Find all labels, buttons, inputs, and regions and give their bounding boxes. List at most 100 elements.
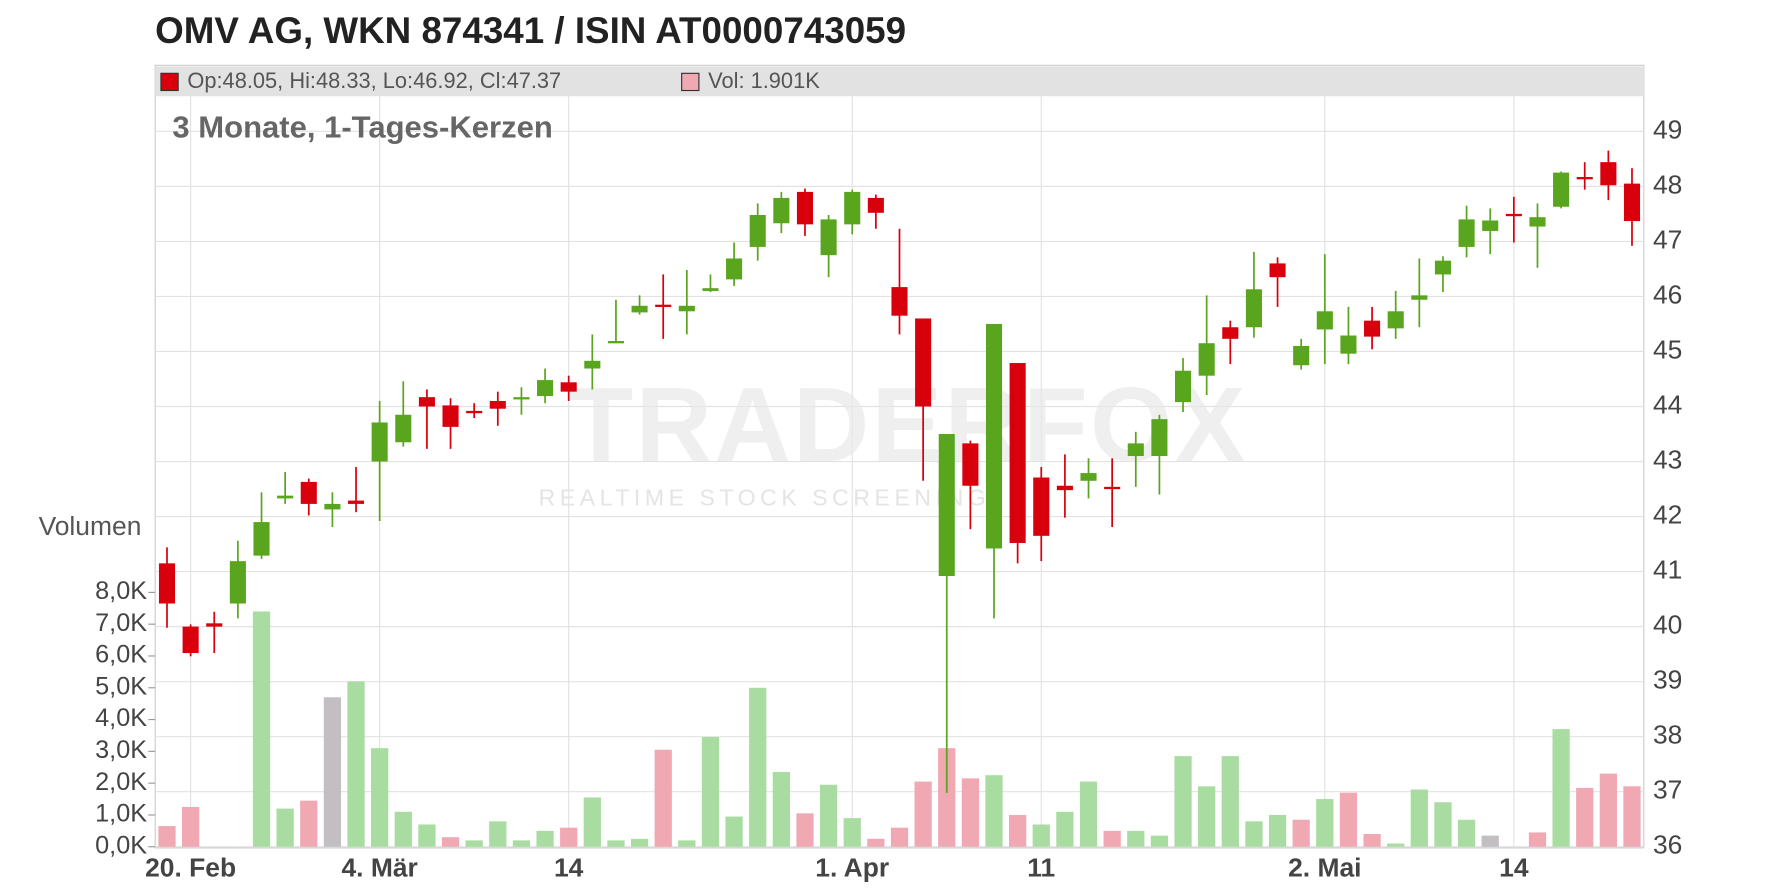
volume-bar — [276, 808, 294, 847]
legend-swatch — [160, 72, 179, 92]
candle-body — [1033, 477, 1050, 536]
volume-bar — [1457, 819, 1476, 847]
volume-bar — [914, 781, 932, 847]
candle-body — [1623, 183, 1641, 222]
volume-bar — [1623, 786, 1641, 847]
candle-body — [1174, 370, 1192, 403]
y-tick-label: 40 — [1653, 610, 1682, 640]
candle-body — [938, 434, 955, 576]
volume-bar — [1599, 773, 1617, 847]
volume-layer — [158, 611, 1641, 847]
volume-bar — [938, 748, 956, 847]
volume-bar — [961, 778, 980, 847]
volume-bar — [347, 681, 365, 847]
volume-bar — [1292, 819, 1310, 847]
candle-body — [1387, 311, 1404, 329]
volume-bar — [182, 807, 200, 847]
volume-bar — [1481, 835, 1499, 847]
candle-body — [1080, 473, 1097, 481]
y2-tick-label: 2,0K — [95, 768, 147, 796]
volume-bar — [536, 830, 554, 847]
volume-bar — [1174, 756, 1192, 847]
volume-bar — [630, 838, 649, 847]
volume-bar — [1127, 830, 1145, 847]
candle-body — [1600, 162, 1617, 186]
volume-bar — [252, 611, 271, 847]
volume-bar — [607, 840, 625, 847]
candle-body — [773, 197, 790, 224]
volume-axis-label: Volumen — [39, 511, 142, 541]
candle-body — [1458, 219, 1475, 247]
candle-body — [1316, 311, 1333, 330]
x-tick-label: 14 — [1499, 853, 1529, 883]
candle-body — [395, 414, 412, 443]
volume-bar — [1387, 843, 1405, 847]
x-tick-label: 14 — [554, 853, 584, 883]
volume-bar — [489, 821, 507, 847]
volume-bar — [158, 826, 176, 847]
candle-body — [347, 500, 365, 504]
volume-bar — [1576, 787, 1594, 847]
candle-body — [1505, 213, 1522, 217]
y-tick-label: 41 — [1653, 555, 1682, 585]
candle-body — [1127, 443, 1144, 457]
candle-body — [915, 318, 932, 407]
volume-bar — [1268, 814, 1287, 847]
candle-body — [584, 360, 601, 369]
volume-bar — [725, 816, 743, 847]
y2-tick-label: 5,0K — [95, 672, 147, 700]
candle-body — [418, 397, 435, 407]
volume-bar — [1198, 786, 1216, 847]
y-tick-label: 44 — [1653, 389, 1682, 419]
candle-body — [253, 522, 270, 556]
candle-body — [749, 214, 766, 247]
x-tick-label: 2. Mai — [1288, 853, 1361, 883]
volume-bar — [371, 748, 389, 847]
y-tick-label: 43 — [1653, 445, 1682, 475]
volume-bar — [749, 687, 767, 847]
candle-body — [1151, 419, 1168, 457]
candle-body — [1293, 345, 1310, 366]
y-tick-label: 39 — [1653, 665, 1682, 695]
candle-body — [1009, 363, 1026, 543]
volume-bar — [1056, 811, 1074, 847]
y2-tick-label: 0,0K — [95, 831, 147, 859]
volume-bar — [772, 772, 790, 847]
volume-bar — [1103, 830, 1121, 847]
candle-body — [206, 623, 223, 627]
candle-body — [1340, 335, 1357, 354]
legend-ohlc: Op:48.05, Hi:48.33, Lo:46.92, Cl:47.37 — [187, 68, 561, 93]
candle-body — [1198, 343, 1215, 376]
candle-body — [702, 288, 719, 291]
y-tick-label: 37 — [1653, 775, 1682, 805]
volume-bar — [1410, 789, 1428, 847]
candle-body — [844, 191, 861, 225]
legend-swatch — [681, 72, 700, 92]
candle-body — [1104, 486, 1121, 490]
volume-bar — [796, 813, 814, 847]
candle-body — [1576, 177, 1593, 180]
chart-subtitle: 3 Monate, 1-Tages-Kerzen — [172, 110, 552, 145]
candle-body — [820, 219, 837, 256]
y2-tick-label: 1,0K — [95, 800, 147, 828]
candle-body — [371, 422, 388, 462]
volume-bar — [654, 749, 672, 847]
candle-layer — [158, 150, 1641, 793]
volume-bar — [1079, 781, 1098, 847]
x-tick-label: 1. Apr — [815, 853, 889, 883]
candle-body — [442, 405, 459, 427]
candle-body — [867, 197, 884, 213]
candle-body — [1482, 220, 1499, 231]
x-tick-label: 11 — [1027, 853, 1055, 883]
volume-bar — [441, 837, 460, 847]
y2-tick-label: 3,0K — [95, 736, 147, 764]
watermark: TRADERFOX — [569, 366, 1248, 484]
volume-bar — [300, 800, 318, 847]
volume-bar — [1009, 814, 1027, 847]
x-tick-label: 20. Feb — [145, 853, 236, 883]
volume-bar — [819, 784, 838, 847]
candle-body — [537, 380, 554, 397]
candle-body — [1222, 327, 1239, 339]
volume-bar — [701, 737, 720, 847]
y2-tick-label: 4,0K — [95, 704, 147, 732]
